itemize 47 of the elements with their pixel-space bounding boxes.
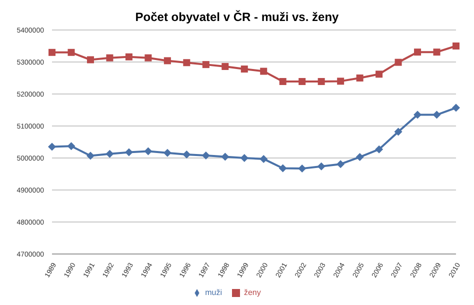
point — [356, 153, 364, 162]
legend-label: ženy — [244, 288, 261, 297]
point — [278, 164, 287, 172]
point — [336, 160, 345, 168]
point — [433, 48, 440, 56]
point — [240, 154, 248, 162]
point — [144, 147, 152, 156]
point — [124, 148, 133, 156]
point — [86, 152, 94, 160]
point — [356, 74, 364, 82]
point — [222, 62, 229, 70]
point — [182, 150, 191, 158]
point — [221, 152, 230, 161]
point — [394, 128, 402, 136]
point — [317, 162, 326, 170]
point — [106, 150, 114, 158]
point — [414, 48, 422, 56]
point — [144, 54, 152, 62]
point — [202, 61, 210, 68]
point — [337, 78, 344, 85]
point — [68, 48, 75, 56]
point — [376, 70, 383, 78]
point — [394, 58, 402, 66]
point — [414, 110, 422, 119]
point — [164, 57, 171, 64]
point — [106, 54, 114, 62]
point — [298, 164, 306, 173]
point — [260, 154, 268, 163]
point — [86, 56, 94, 64]
legend-label: muži — [205, 288, 222, 297]
point — [48, 142, 56, 151]
point — [260, 68, 268, 75]
point — [67, 142, 76, 150]
point — [183, 59, 190, 66]
point — [452, 104, 460, 112]
point — [452, 42, 460, 50]
chart-title: Počet obyvatel v ČR - muži vs. ženy — [134, 9, 340, 26]
point — [163, 148, 172, 157]
point — [432, 110, 441, 119]
point — [318, 78, 325, 86]
point — [202, 151, 210, 160]
point — [240, 66, 248, 73]
point — [48, 48, 56, 56]
point — [298, 78, 306, 86]
point — [375, 145, 384, 154]
point — [125, 53, 132, 60]
point — [279, 78, 286, 86]
